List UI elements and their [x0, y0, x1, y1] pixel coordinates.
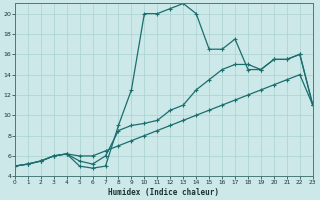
- X-axis label: Humidex (Indice chaleur): Humidex (Indice chaleur): [108, 188, 219, 197]
